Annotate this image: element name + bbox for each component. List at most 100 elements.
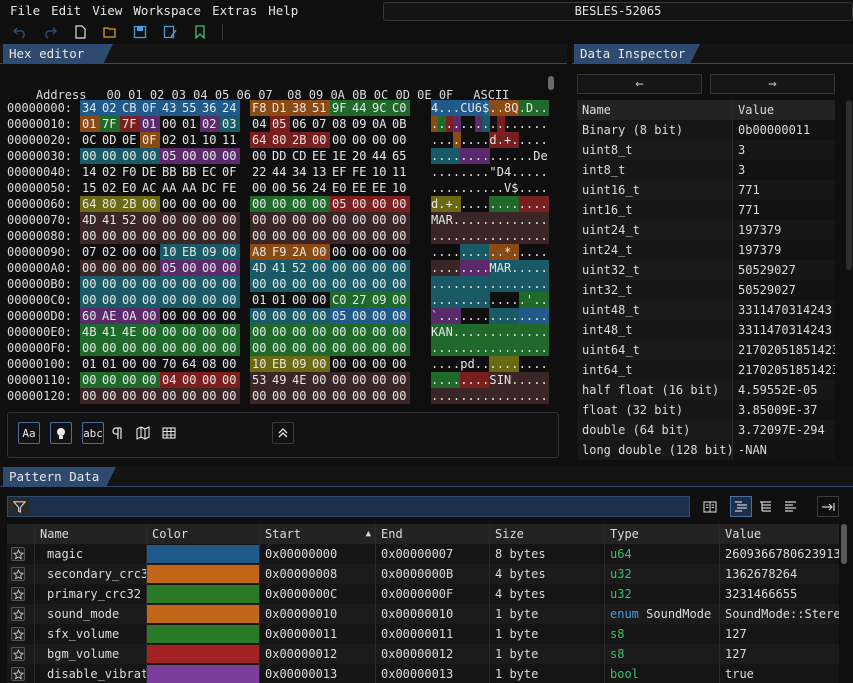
pattern-row[interactable]: sfx_volume 0x00000011 0x00000011 1 byte s8 12… <box>7 624 839 644</box>
hex-byte[interactable]: 14 <box>82 165 97 179</box>
hex-byte[interactable]: 00 <box>180 372 200 388</box>
hex-ascii-char[interactable]: . <box>474 372 483 388</box>
hex-byte[interactable]: 00 <box>370 228 390 244</box>
inspector-col-name[interactable]: Name <box>577 100 733 120</box>
hex-byte[interactable]: 01 <box>272 293 287 307</box>
hex-byte[interactable]: 44 <box>272 165 287 179</box>
hex-ascii-char[interactable]: . <box>489 356 498 372</box>
hex-ascii-char[interactable]: . <box>431 148 439 164</box>
hex-ascii-char[interactable]: . <box>467 388 476 404</box>
pattern-value[interactable]: 127 <box>720 624 839 644</box>
hex-ascii-char[interactable]: . <box>445 148 454 164</box>
hex-byte[interactable]: 00 <box>270 228 290 244</box>
hex-ascii-char[interactable]: . <box>431 276 439 292</box>
hex-ascii-char[interactable]: . <box>445 181 453 195</box>
hex-byte[interactable]: C0 <box>330 292 350 308</box>
hex-ascii-char[interactable]: . <box>460 388 469 404</box>
hex-ascii-char[interactable]: . <box>518 372 527 388</box>
hex-ascii-char[interactable]: . <box>452 357 461 371</box>
hex-byte[interactable]: 00 <box>200 148 220 164</box>
highlight-toggle-button[interactable] <box>50 422 72 444</box>
hex-ascii-char[interactable]: 4 <box>431 100 439 116</box>
hex-byte[interactable]: 00 <box>120 292 140 308</box>
hex-byte[interactable]: 04 <box>160 372 180 388</box>
inspector-row[interactable]: uint24_t 197379 <box>577 220 835 240</box>
hex-ascii-char[interactable]: . <box>511 132 520 148</box>
hex-ascii-char[interactable]: N <box>445 324 454 340</box>
hex-byte[interactable]: 09 <box>370 292 390 308</box>
hex-byte[interactable]: 00 <box>310 196 330 212</box>
hex-ascii-char[interactable]: . <box>431 292 439 308</box>
hex-byte[interactable]: 00 <box>250 276 270 292</box>
hex-byte[interactable]: 05 <box>160 260 180 276</box>
hex-ascii-char[interactable]: . <box>467 212 476 228</box>
hex-ascii-char[interactable]: . <box>452 212 461 228</box>
inspector-row[interactable]: uint16_t 771 <box>577 180 835 200</box>
col-value[interactable]: Value <box>720 524 839 544</box>
pattern-view-button-1[interactable] <box>699 496 721 517</box>
hex-byte[interactable]: 00 <box>162 309 177 323</box>
hex-byte[interactable]: 00 <box>180 324 200 340</box>
hex-byte[interactable]: 0D <box>102 133 117 147</box>
hex-byte[interactable]: 00 <box>120 388 140 404</box>
hex-byte[interactable]: 00 <box>140 260 160 276</box>
hex-byte[interactable]: 13 <box>312 165 327 179</box>
hex-ascii-char[interactable]: . <box>540 260 549 276</box>
hex-ascii-char[interactable]: . <box>533 388 542 404</box>
hex-ascii-char[interactable]: . <box>518 117 526 131</box>
hex-ascii-char[interactable]: . <box>489 388 498 404</box>
hex-byte[interactable]: EB <box>270 356 290 372</box>
hex-byte[interactable]: 00 <box>390 276 410 292</box>
hex-ascii-char[interactable]: . <box>474 340 483 356</box>
hex-ascii-char[interactable]: . <box>496 308 505 324</box>
hex-byte[interactable]: 65 <box>392 149 407 163</box>
hex-byte[interactable]: 00 <box>140 372 160 388</box>
hex-byte[interactable]: 27 <box>350 292 370 308</box>
hex-ascii-char[interactable]: . <box>474 260 483 276</box>
open-file-button[interactable] <box>100 23 120 41</box>
inspector-type-value[interactable]: 50529027 <box>733 280 835 300</box>
hex-byte[interactable]: 00 <box>370 372 390 388</box>
hex-ascii-char[interactable]: . <box>525 372 534 388</box>
hex-ascii-char[interactable]: . <box>460 117 468 131</box>
hex-scrollbar[interactable] <box>548 76 554 90</box>
hex-ascii-char[interactable]: . <box>445 165 453 179</box>
hex-byte[interactable]: 00 <box>310 388 330 404</box>
hex-ascii-char[interactable]: . <box>460 292 469 308</box>
hex-byte[interactable]: 41 <box>100 212 120 228</box>
hex-ascii-char[interactable]: . <box>431 228 439 244</box>
hex-ascii-char[interactable]: . <box>452 308 461 324</box>
hex-ascii-char[interactable]: . <box>467 133 475 147</box>
hex-ascii-char[interactable]: . <box>438 357 446 371</box>
hex-byte[interactable]: 00 <box>372 133 387 147</box>
hex-ascii-char[interactable]: . <box>460 244 469 260</box>
hex-ascii-char[interactable]: . <box>474 276 483 292</box>
hex-ascii-char[interactable]: . <box>496 356 505 372</box>
hex-ascii-char[interactable]: p <box>460 357 468 371</box>
hex-byte[interactable]: 06 <box>292 117 307 131</box>
hex-byte[interactable]: 00 <box>140 148 160 164</box>
hex-ascii-char[interactable]: . <box>482 133 490 147</box>
inspector-type-value[interactable]: 4.59552E-05 <box>733 380 835 400</box>
hex-ascii-char[interactable]: . <box>445 357 453 371</box>
hex-ascii-char[interactable]: . <box>504 308 512 324</box>
hex-ascii-char[interactable]: . <box>525 357 534 371</box>
hex-byte[interactable]: 15 <box>82 181 97 195</box>
hex-byte[interactable]: 10 <box>392 181 407 195</box>
hex-byte[interactable]: 00 <box>200 340 220 356</box>
hex-byte[interactable]: 00 <box>250 388 270 404</box>
hex-byte[interactable]: 0A <box>120 308 140 324</box>
hex-ascii-char[interactable]: . <box>482 260 491 276</box>
hex-byte[interactable]: 4E <box>120 324 140 340</box>
hex-byte[interactable]: 00 <box>370 276 390 292</box>
star-button[interactable] <box>11 667 25 681</box>
hex-byte[interactable]: 00 <box>160 388 180 404</box>
hex-ascii-char[interactable]: . <box>489 293 497 307</box>
hex-ascii-char[interactable]: . <box>518 133 526 147</box>
hex-ascii-char[interactable]: . <box>452 165 461 179</box>
pattern-filter-input[interactable] <box>7 496 690 517</box>
hex-ascii-char[interactable]: M <box>431 212 439 228</box>
hex-ascii-char[interactable]: . <box>474 244 483 260</box>
hex-ascii-char[interactable]: . <box>533 292 542 308</box>
hex-ascii-char[interactable]: . <box>460 309 468 323</box>
